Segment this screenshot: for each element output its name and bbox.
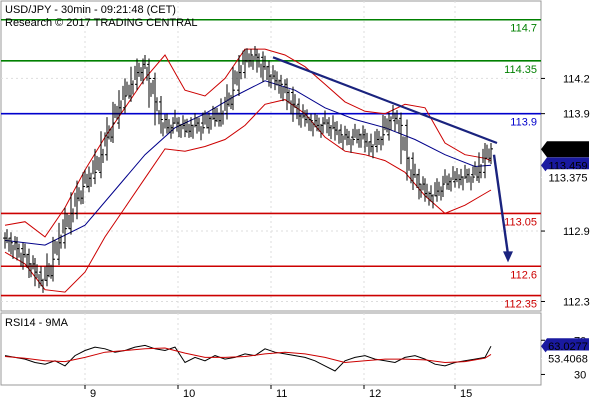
level-label: 112.35: [504, 299, 537, 311]
y-tick-label: 112.3: [563, 296, 590, 308]
trendline: [272, 56, 513, 263]
x-tick-label: 15: [460, 388, 472, 400]
level-label: 114.35: [504, 64, 537, 76]
x-tick-label: 11: [276, 388, 287, 400]
header-line1: USD/JPY - 30min - 09:21:48 (CET): [5, 4, 176, 16]
rsi-ma-tag-bg: [541, 350, 589, 367]
price-tag-lower-bg: [541, 169, 589, 186]
price-tag-last-bg: [541, 141, 589, 158]
rsi-tag-bg: [541, 338, 589, 355]
level-label: 113.9: [510, 117, 537, 129]
rsi-title: RSI14 - 9MA: [5, 317, 69, 329]
level-label: 113.05: [504, 216, 537, 228]
band-bollinger_lower: [4, 99, 492, 293]
y-tick-label: 112.9: [563, 226, 590, 238]
level-label: 114.7: [510, 23, 537, 35]
x-tick-label: 9: [90, 388, 96, 400]
price-tag-lower: 113.375: [549, 172, 588, 184]
rsi-rsi-line: [4, 344, 492, 372]
price-bars: [3, 45, 493, 293]
forecast-arrow: [492, 154, 510, 255]
header-line2: Research © 2017 TRADING CENTRAL: [5, 17, 198, 29]
ma-line: [4, 80, 492, 246]
y-tick-label: 114.2: [563, 73, 590, 85]
x-tick-label: 10: [183, 388, 195, 400]
level-lines: 114.7 114.35 113.9 113.05 112.6 112.35: [1, 18, 541, 311]
x-axis-ticks: 9 10 11 12 15: [84, 385, 472, 400]
y-tick-label: 113.9: [563, 109, 590, 121]
rsi-ma-tag: 53.4068: [548, 353, 588, 365]
forecast-arrowhead: [503, 251, 513, 263]
rsi-lines: [4, 344, 492, 372]
price-tag-last: 113.597: [549, 144, 588, 156]
trendline-line: [272, 56, 498, 145]
rsi-y-tick-label: 30: [574, 369, 586, 381]
x-tick-label: 12: [369, 388, 381, 400]
moving-average: [4, 80, 492, 246]
rsi-ma-line: [4, 347, 492, 364]
rsi-tag: 63.0277: [548, 341, 588, 353]
level-label: 112.6: [510, 269, 537, 281]
